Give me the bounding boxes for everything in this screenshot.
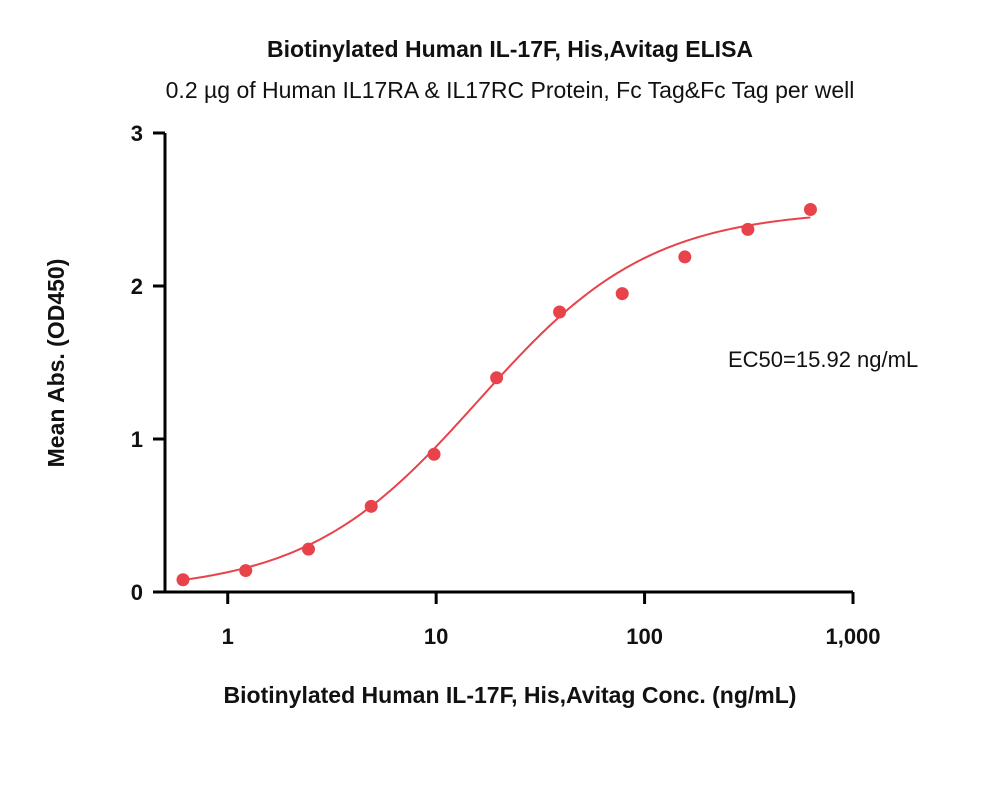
plot-area: 0 1 2 3 1 10 100 1,000 [131,121,881,649]
x-tick-label-10: 10 [424,624,448,649]
x-axis-ticks: 1 10 100 1,000 [222,592,881,649]
x-axis-label: Biotinylated Human IL-17F, His,Avitag Co… [224,682,797,708]
data-point-0 [176,573,190,587]
fit-curve [182,216,811,581]
y-tick-label-3: 3 [131,121,143,146]
data-points [176,203,817,587]
y-axis-label: Mean Abs. (OD450) [43,259,69,468]
y-tick-label-1: 1 [131,427,143,452]
data-point-8 [678,250,692,264]
data-point-7 [615,287,629,301]
y-tick-label-2: 2 [131,274,143,299]
chart-subtitle: 0.2 µg of Human IL17RA & IL17RC Protein,… [166,77,855,103]
data-point-5 [490,371,504,385]
x-tick-label-1: 1 [222,624,234,649]
ec50-annotation: EC50=15.92 ng/mL [728,347,918,372]
y-axis-ticks: 0 1 2 3 [131,121,165,605]
data-point-1 [239,564,253,578]
x-tick-label-1000: 1,000 [825,624,880,649]
data-point-4 [427,447,441,461]
x-tick-label-100: 100 [626,624,663,649]
chart-title: Biotinylated Human IL-17F, His,Avitag EL… [267,36,753,62]
data-point-6 [553,305,567,319]
data-point-3 [364,499,378,513]
data-point-9 [741,222,755,236]
data-point-10 [803,203,817,216]
data-point-2 [301,542,315,556]
y-tick-label-0: 0 [131,580,143,605]
